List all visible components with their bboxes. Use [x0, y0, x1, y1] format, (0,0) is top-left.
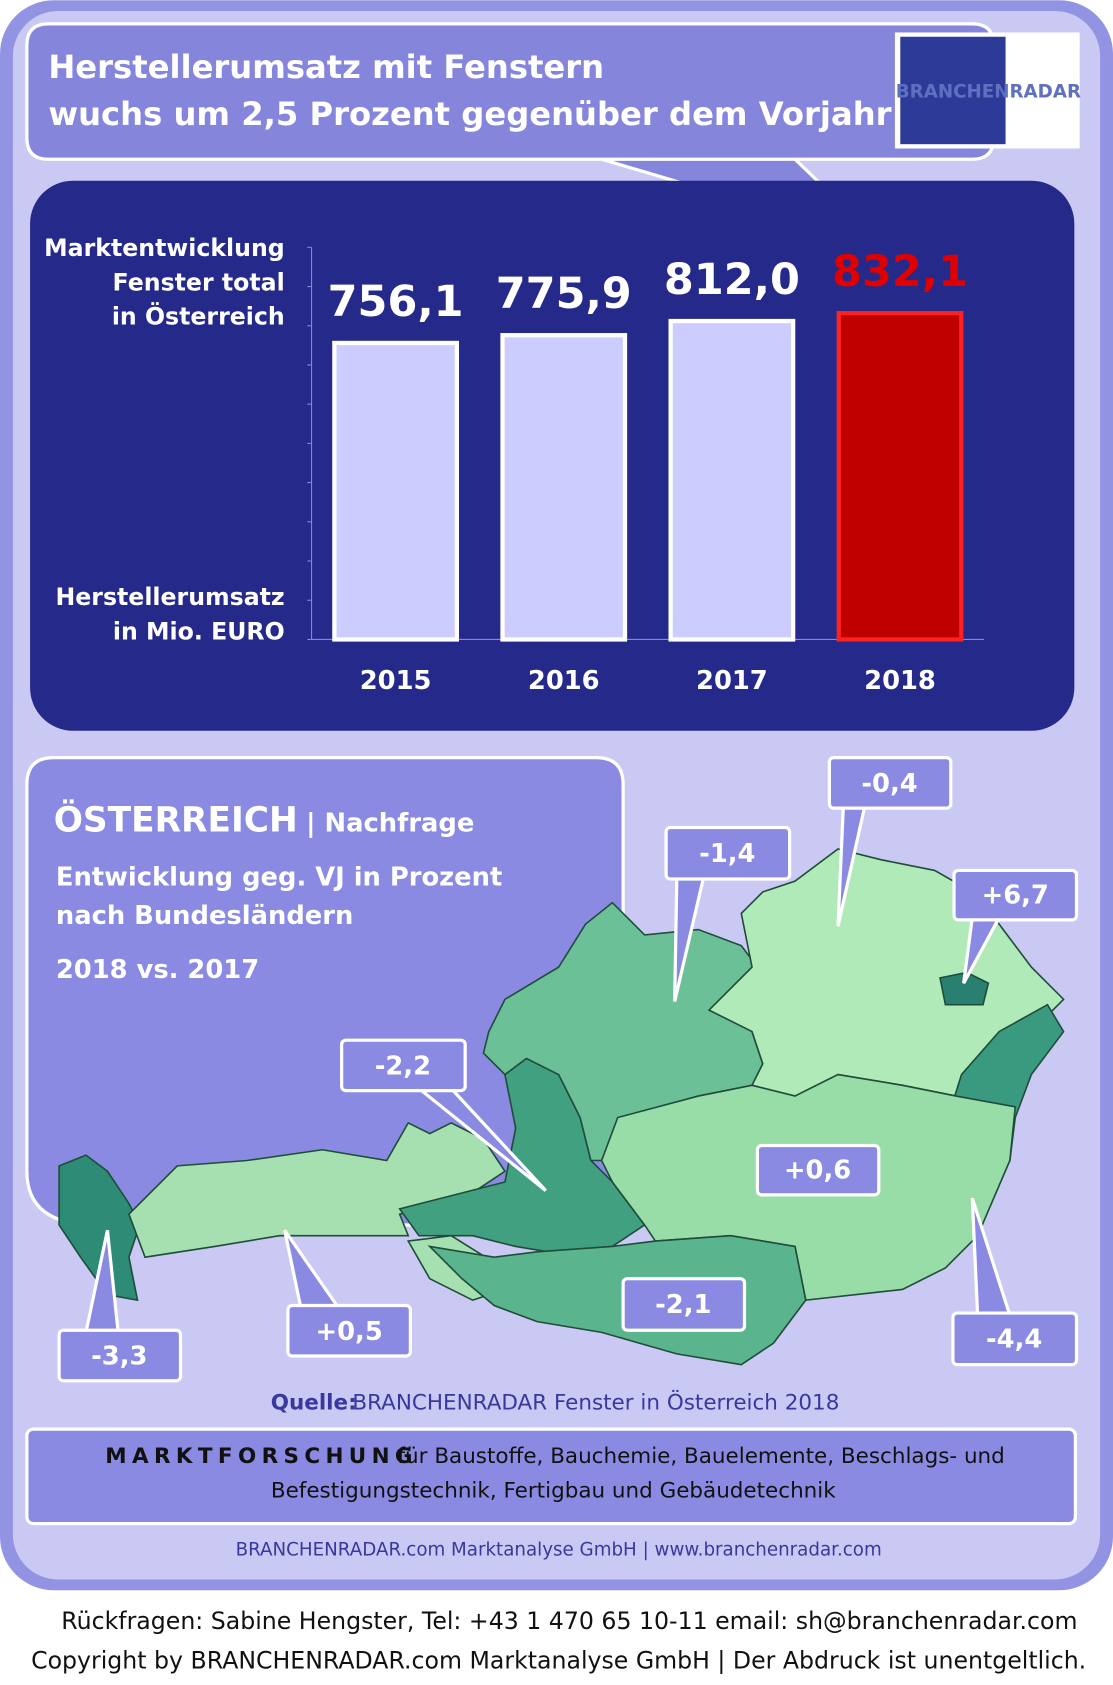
x-tick-label: 2018 — [864, 666, 936, 696]
callout-box — [755, 1143, 881, 1197]
footer: Rückfragen: Sabine Hengster, Tel: +43 1 … — [61, 1607, 1077, 1635]
x-tick-label: 2016 — [528, 666, 600, 696]
callout-box — [951, 1311, 1079, 1367]
map-period: 2018 vs. 2017 — [56, 955, 259, 985]
banner — [25, 1427, 1078, 1526]
value-label: 775,9 — [496, 269, 632, 319]
callouts: -0,4 -1,4 +6,7 -2,2 +0,6 -3,3 +0,5 -2,1 … — [57, 756, 1079, 1383]
bar — [332, 340, 460, 642]
region-kaernten — [427, 1234, 807, 1366]
bar — [836, 311, 964, 642]
y-axis-label: Fenster total — [113, 268, 285, 296]
callout-label: -2,1 — [655, 1290, 711, 1320]
y-axis-label: in Österreich — [112, 303, 285, 331]
x-tick-label: 2017 — [696, 666, 768, 696]
y-axis-label: in Mio. EURO — [113, 618, 285, 646]
callout-label: -0,4 — [861, 769, 917, 799]
region-tirol — [127, 1121, 507, 1259]
callout-box — [286, 1303, 413, 1358]
callout-box — [827, 756, 953, 810]
title: Herstellerumsatz mit Fenstern — [48, 48, 604, 86]
callout-box — [340, 1038, 467, 1093]
banner-strong: MARKTFORSCHUNG — [105, 1444, 418, 1469]
callout-label: +6,7 — [982, 881, 1049, 911]
map-subtitle: Entwicklung geg. VJ in Prozent — [56, 862, 502, 892]
banner-text: für Baustoffe, Bauchemie, Bauelemente, B… — [398, 1444, 1005, 1469]
region-wien — [939, 971, 990, 1006]
region-salzburg — [398, 1057, 646, 1253]
map-heading: ÖSTERREICH — [54, 800, 298, 841]
callout-label: +0,5 — [316, 1317, 383, 1347]
callout-box — [664, 825, 792, 881]
region-vorarlberg — [58, 1154, 141, 1302]
callout-label: -2,2 — [375, 1052, 431, 1082]
bar — [668, 318, 796, 642]
callout-box — [952, 868, 1079, 922]
callout-box — [57, 1328, 183, 1383]
footer: Copyright by BRANCHENRADAR.com Marktanal… — [31, 1647, 1086, 1675]
map-heading-sub: | Nachfrage — [306, 809, 474, 839]
logo: BRANCHENRADAR — [896, 82, 1081, 103]
bar-chart: Marktentwicklung Fenster total in Österrei… — [44, 234, 985, 696]
source-text: BRANCHENRADAR Fenster in Österreich 2018 — [352, 1389, 839, 1415]
value-label: 832,1 — [832, 247, 968, 297]
x-tick-label: 2015 — [360, 666, 432, 696]
callout-box — [621, 1277, 747, 1332]
title: wuchs um 2,5 Prozent gegenüber dem Vorja… — [48, 95, 891, 133]
logo-box — [900, 36, 1006, 145]
callout-label: -4,4 — [986, 1324, 1042, 1354]
value-label: 756,1 — [328, 277, 464, 327]
callout-label: -3,3 — [91, 1342, 147, 1372]
bar — [500, 333, 628, 642]
value-label: 812,0 — [664, 255, 800, 305]
callout-label: +0,6 — [784, 1156, 851, 1186]
banner-text: Befestigungstechnik, Fertigbau und Gebäu… — [271, 1478, 836, 1503]
callout-label: -1,4 — [699, 839, 755, 869]
y-axis-label: Herstellerumsatz — [56, 583, 285, 611]
map-bubble — [25, 756, 625, 1227]
map-subtitle: nach Bundesländern — [56, 901, 353, 931]
source-label: Quelle: — [271, 1390, 357, 1415]
y-axis-label: Marktentwicklung — [44, 234, 285, 262]
company: BRANCHENRADAR.com Marktanalyse GmbH | ww… — [236, 1539, 882, 1560]
